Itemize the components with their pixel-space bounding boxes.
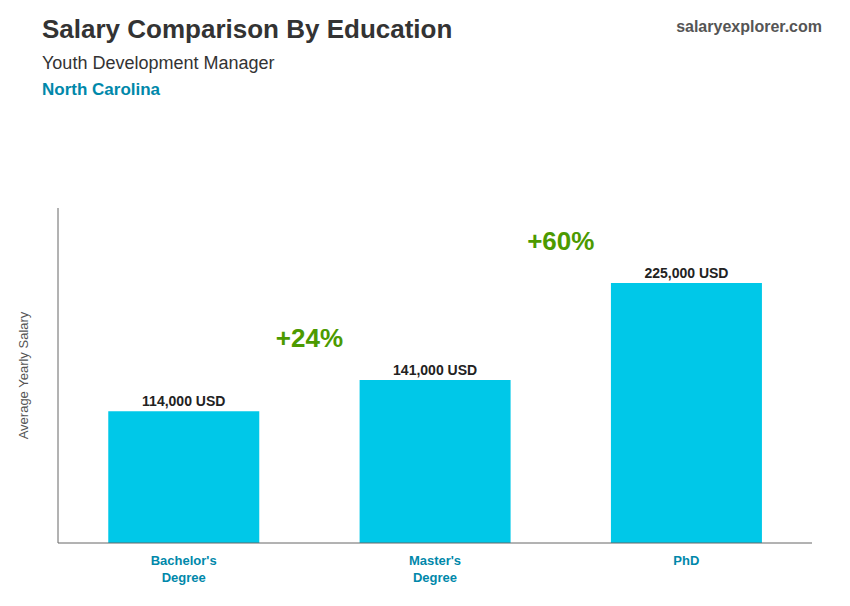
html-text:Youth Development Manager: Youth Development Manager (42, 53, 275, 73)
svg-text:+24%: +24% (276, 323, 343, 353)
svg-text:225,000 USD: 225,000 USD (644, 265, 728, 281)
html-text:North Carolina: North Carolina (42, 80, 161, 99)
svg-text:Average Yearly Salary: Average Yearly Salary (16, 311, 31, 439)
svg-text:141,000 USD: 141,000 USD (393, 362, 477, 378)
svg-text:114,000 USD: 114,000 USD (142, 393, 225, 409)
svg-text:Master'sDegree: Master'sDegree (409, 553, 461, 585)
svg-text:+60%: +60% (527, 226, 594, 256)
svg-text:Bachelor'sDegree: Bachelor'sDegree (151, 553, 217, 585)
html-text:Salary Comparison By Education: Salary Comparison By Education (42, 14, 453, 44)
svg-text:PhD: PhD (673, 553, 699, 568)
html-text:salaryexplorer.com: salaryexplorer.com (676, 18, 822, 35)
